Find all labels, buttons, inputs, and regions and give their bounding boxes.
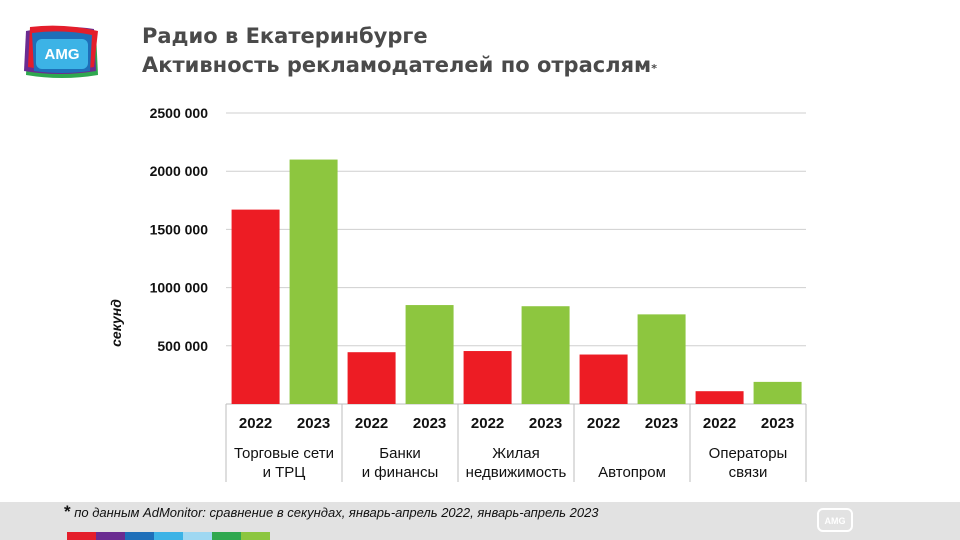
x-tick-year: 2023 xyxy=(297,415,330,432)
bar-2022 xyxy=(695,391,744,404)
category-label: Жилая xyxy=(492,445,539,462)
y-tick-label: 2500 000 xyxy=(150,105,209,121)
category-label: и финансы xyxy=(362,464,438,481)
stripe-segment xyxy=(241,532,270,540)
bar-2023 xyxy=(405,305,454,404)
category-label: Банки xyxy=(379,445,420,462)
y-tick-label: 2000 000 xyxy=(150,163,209,179)
stripe-segment xyxy=(212,532,241,540)
category-label: и ТРЦ xyxy=(263,464,306,481)
bar-2023 xyxy=(753,381,802,404)
x-tick-year: 2022 xyxy=(471,415,504,432)
category-label: Торговые сети xyxy=(234,445,334,462)
footer-logo-text: AMG xyxy=(825,516,846,526)
stripe-segment xyxy=(96,532,125,540)
stripe-segment xyxy=(67,532,96,540)
x-tick-year: 2023 xyxy=(529,415,562,432)
category-label: связи xyxy=(729,464,768,481)
x-tick-year: 2022 xyxy=(355,415,388,432)
x-tick-year: 2022 xyxy=(587,415,620,432)
y-axis-label: секунд xyxy=(108,299,124,347)
bar-2023 xyxy=(289,159,338,404)
logo-text: AMG xyxy=(45,46,80,63)
category-label: Операторы xyxy=(709,445,788,462)
x-tick-year: 2022 xyxy=(239,415,272,432)
bar-chart: 500 000 1000 000 1500 000 2000 000 2500 000 с… xyxy=(108,105,807,482)
bar-2022 xyxy=(231,209,280,404)
x-tick-year: 2023 xyxy=(761,415,794,432)
x-tick-year: 2022 xyxy=(703,415,736,432)
y-tick-label: 500 000 xyxy=(157,338,208,354)
title-block: Радио в Екатеринбурге Активность рекламо… xyxy=(142,22,657,83)
bar-2023 xyxy=(521,306,570,404)
y-tick-label: 1500 000 xyxy=(150,221,209,237)
page-title: Радио в Екатеринбурге xyxy=(142,24,428,48)
footnote-marker: * xyxy=(64,502,71,521)
footer-logo: AMG xyxy=(817,508,853,532)
stripe-segment xyxy=(125,532,154,540)
amg-logo: AMG xyxy=(24,25,98,78)
category-label: недвижимость xyxy=(466,464,567,481)
y-tick-label: 1000 000 xyxy=(150,280,209,296)
bar-2023 xyxy=(637,314,686,404)
title-asterisk: * xyxy=(651,62,657,75)
x-tick-year: 2023 xyxy=(645,415,678,432)
color-stripe xyxy=(67,532,270,540)
footnote-text: по данным AdMonitor: сравнение в секунда… xyxy=(70,505,599,520)
stripe-segment xyxy=(154,532,183,540)
bar-2022 xyxy=(579,354,628,404)
bar-2022 xyxy=(463,351,512,404)
bar-2022 xyxy=(347,352,396,404)
page-subtitle: Активность рекламодателей по отраслям* xyxy=(142,51,657,83)
subtitle-text: Активность рекламодателей по отраслям xyxy=(142,53,652,77)
category-label: Автопром xyxy=(598,464,666,481)
footnote: * по данным AdMonitor: сравнение в секун… xyxy=(64,502,599,522)
stripe-segment xyxy=(183,532,212,540)
x-tick-year: 2023 xyxy=(413,415,446,432)
